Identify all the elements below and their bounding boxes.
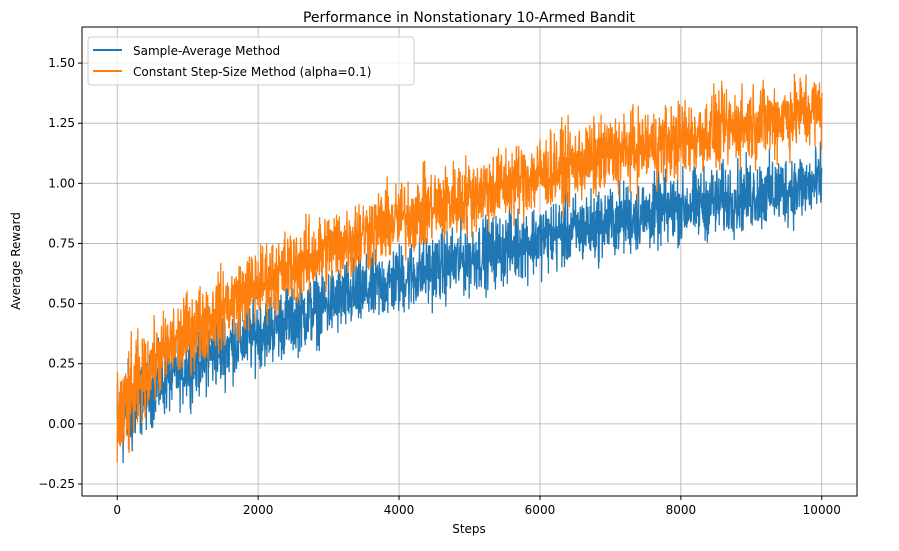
legend-label-sample-average: Sample-Average Method bbox=[133, 44, 280, 58]
legend-box bbox=[87, 36, 415, 86]
y-tick-label: 0.25 bbox=[48, 357, 75, 371]
y-tick-label: 1.25 bbox=[48, 116, 75, 130]
chart-title: Performance in Nonstationary 10-Armed Ba… bbox=[303, 10, 636, 26]
series-line-1 bbox=[116, 73, 823, 463]
y-tick-label: −0.25 bbox=[38, 477, 75, 491]
x-axis-label: Steps bbox=[452, 522, 486, 536]
y-axis-label: Average Reward bbox=[9, 212, 23, 310]
y-tick-label: 0.75 bbox=[48, 236, 75, 250]
ticks: 0 2000 4000 6000 8000 10000 −0.25 0.00 0.25 0.50 0… bbox=[38, 56, 841, 517]
x-tick-label: 10000 bbox=[803, 503, 841, 517]
x-tick-label: 0 bbox=[113, 503, 121, 517]
x-tick-label: 6000 bbox=[525, 503, 556, 517]
plot-frame bbox=[81, 26, 858, 497]
x-tick-label: 2000 bbox=[243, 503, 274, 517]
series-lines bbox=[116, 73, 823, 464]
legend: Sample-Average Method Constant Step-Size… bbox=[87, 36, 415, 86]
series-line-0 bbox=[116, 141, 823, 464]
y-tick-label: 1.00 bbox=[48, 176, 75, 190]
y-tick-label: 0.00 bbox=[48, 417, 75, 431]
legend-label-constant-step: Constant Step-Size Method (alpha=0.1) bbox=[133, 65, 371, 79]
y-tick-label: 0.50 bbox=[48, 297, 75, 311]
y-tick-label: 1.50 bbox=[48, 56, 75, 70]
x-tick-label: 8000 bbox=[666, 503, 697, 517]
x-tick-label: 4000 bbox=[384, 503, 415, 517]
